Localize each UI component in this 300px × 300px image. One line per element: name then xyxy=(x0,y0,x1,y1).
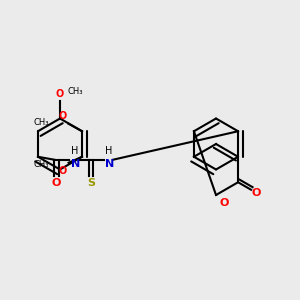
Text: O: O xyxy=(59,111,67,121)
Text: CH₃: CH₃ xyxy=(68,87,83,96)
Text: H: H xyxy=(71,146,78,156)
Text: CH₃: CH₃ xyxy=(34,160,49,169)
Text: S: S xyxy=(87,178,95,188)
Text: O: O xyxy=(252,188,261,198)
Text: H: H xyxy=(105,146,112,156)
Text: O: O xyxy=(219,198,228,208)
Text: O: O xyxy=(59,166,67,176)
Text: O: O xyxy=(52,178,61,188)
Text: O: O xyxy=(56,89,64,99)
Text: N: N xyxy=(105,159,114,169)
Text: CH₃: CH₃ xyxy=(34,118,49,127)
Text: N: N xyxy=(71,159,80,169)
